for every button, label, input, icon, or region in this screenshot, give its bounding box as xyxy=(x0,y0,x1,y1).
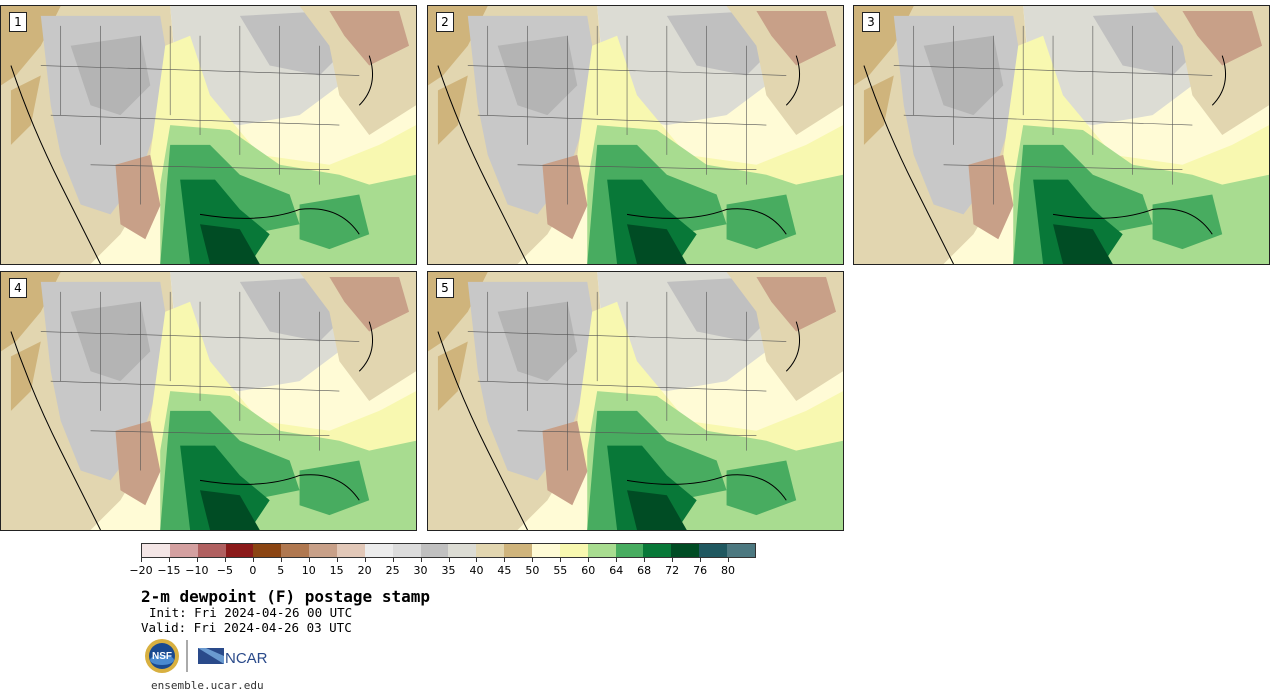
map-panel-5: 5 xyxy=(427,271,844,531)
colorbar-segment xyxy=(476,544,505,557)
colorbar-segment xyxy=(169,544,198,557)
colorbar xyxy=(141,543,756,558)
colorbar-tick xyxy=(672,558,674,562)
map-panel-3: 3 xyxy=(853,5,1270,265)
colorbar-tick-label: −15 xyxy=(157,564,181,577)
colorbar-tick-label: −10 xyxy=(185,564,209,577)
colorbar-tick xyxy=(504,558,506,562)
colorbar-segment xyxy=(225,544,254,557)
colorbar-tick-label: 60 xyxy=(581,564,596,577)
panel-number-label: 1 xyxy=(9,12,27,32)
colorbar-tick xyxy=(141,558,142,562)
dewpoint-map xyxy=(428,272,843,530)
colorbar-tick xyxy=(308,558,310,562)
colorbar-tick xyxy=(420,558,422,562)
colorbar-ticks: −20 −15 −10 −5 0 5 10 15 20 25 30 35 40 45 50 55 60 64 68 7… xyxy=(129,558,756,578)
map-panel-4: 4 xyxy=(0,271,417,531)
colorbar-segment xyxy=(337,544,365,557)
colorbar-tick xyxy=(448,558,450,562)
colorbar-tick xyxy=(728,558,730,562)
colorbar-tick xyxy=(364,558,366,562)
ncar-logo-text: NCAR xyxy=(225,650,268,667)
colorbar-tick-label: −20 xyxy=(129,564,153,577)
website-url: ensemble.ucar.edu xyxy=(151,679,264,692)
colorbar-tick-label: 64 xyxy=(609,564,624,577)
colorbar-tick-label: 15 xyxy=(329,564,344,577)
colorbar-segment xyxy=(448,544,477,557)
panel-number-label: 5 xyxy=(436,278,454,298)
colorbar-tick-label: 35 xyxy=(441,564,456,577)
colorbar-tick xyxy=(560,558,562,562)
colorbar-segment xyxy=(615,544,644,557)
map-panel-1: 1 xyxy=(0,5,417,265)
colorbar-tick-label: 50 xyxy=(525,564,540,577)
colorbar-segment xyxy=(309,544,338,557)
colorbar-segment xyxy=(532,544,560,557)
dewpoint-map xyxy=(1,6,416,264)
colorbar-segment xyxy=(420,544,449,557)
colorbar-tick xyxy=(532,558,534,562)
colorbar-segment xyxy=(504,544,533,557)
colorbar-tick xyxy=(392,558,394,562)
dewpoint-map xyxy=(428,6,843,264)
panel-number-label: 4 xyxy=(9,278,27,298)
colorbar-tick-label: 0 xyxy=(249,564,257,577)
colorbar-tick xyxy=(476,558,478,562)
colorbar-segment xyxy=(699,544,728,557)
colorbar-tick-label: 10 xyxy=(301,564,316,577)
colorbar-tick-label: 20 xyxy=(357,564,372,577)
colorbar-tick-label: 55 xyxy=(553,564,568,577)
map-panel-2: 2 xyxy=(427,5,844,265)
colorbar-tick-label: 40 xyxy=(469,564,484,577)
colorbar-segment xyxy=(727,544,755,557)
colorbar-segment xyxy=(253,544,282,557)
colorbar-segment xyxy=(281,544,310,557)
colorbar-tick-label: 80 xyxy=(721,564,736,577)
colorbar-tick-label: 5 xyxy=(277,564,285,577)
logo-group: NSF NCAR xyxy=(144,638,284,674)
colorbar-tick-label: 68 xyxy=(637,564,652,577)
colorbar-tick-label: −5 xyxy=(216,564,233,577)
colorbar-tick xyxy=(168,558,170,562)
panel-number-label: 2 xyxy=(436,12,454,32)
nsf-logo-text: NSF xyxy=(152,651,172,662)
colorbar-segment xyxy=(587,544,616,557)
figure-title: 2-m dewpoint (F) postage stamp xyxy=(141,587,430,606)
valid-time: Valid: Fri 2024-04-26 03 UTC xyxy=(141,620,352,635)
colorbar-tick xyxy=(224,558,226,562)
nsf-logo: NSF xyxy=(145,639,179,673)
ncar-logo: NCAR xyxy=(198,648,268,667)
colorbar-segment xyxy=(559,544,588,557)
colorbar-tick xyxy=(616,558,618,562)
colorbar-tick xyxy=(336,558,338,562)
panel-number-label: 3 xyxy=(862,12,880,32)
colorbar-tick xyxy=(588,558,590,562)
colorbar-segment xyxy=(671,544,700,557)
colorbar-tick-label: 30 xyxy=(413,564,428,577)
colorbar-segment xyxy=(142,544,170,557)
colorbar-tick xyxy=(196,558,198,562)
dewpoint-map xyxy=(1,272,416,530)
colorbar-tick xyxy=(252,558,254,562)
colorbar-tick-label: 25 xyxy=(385,564,400,577)
colorbar-tick xyxy=(644,558,646,562)
init-time: Init: Fri 2024-04-26 00 UTC xyxy=(149,605,353,620)
colorbar-tick-label: 72 xyxy=(665,564,680,577)
colorbar-segment xyxy=(392,544,421,557)
colorbar-tick-label: 76 xyxy=(693,564,708,577)
colorbar-tick xyxy=(280,558,282,562)
colorbar-segment xyxy=(197,544,226,557)
colorbar-tick xyxy=(700,558,702,562)
colorbar-segment xyxy=(364,544,393,557)
colorbar-segment xyxy=(643,544,672,557)
dewpoint-map xyxy=(854,6,1269,264)
colorbar-tick-label: 45 xyxy=(497,564,512,577)
